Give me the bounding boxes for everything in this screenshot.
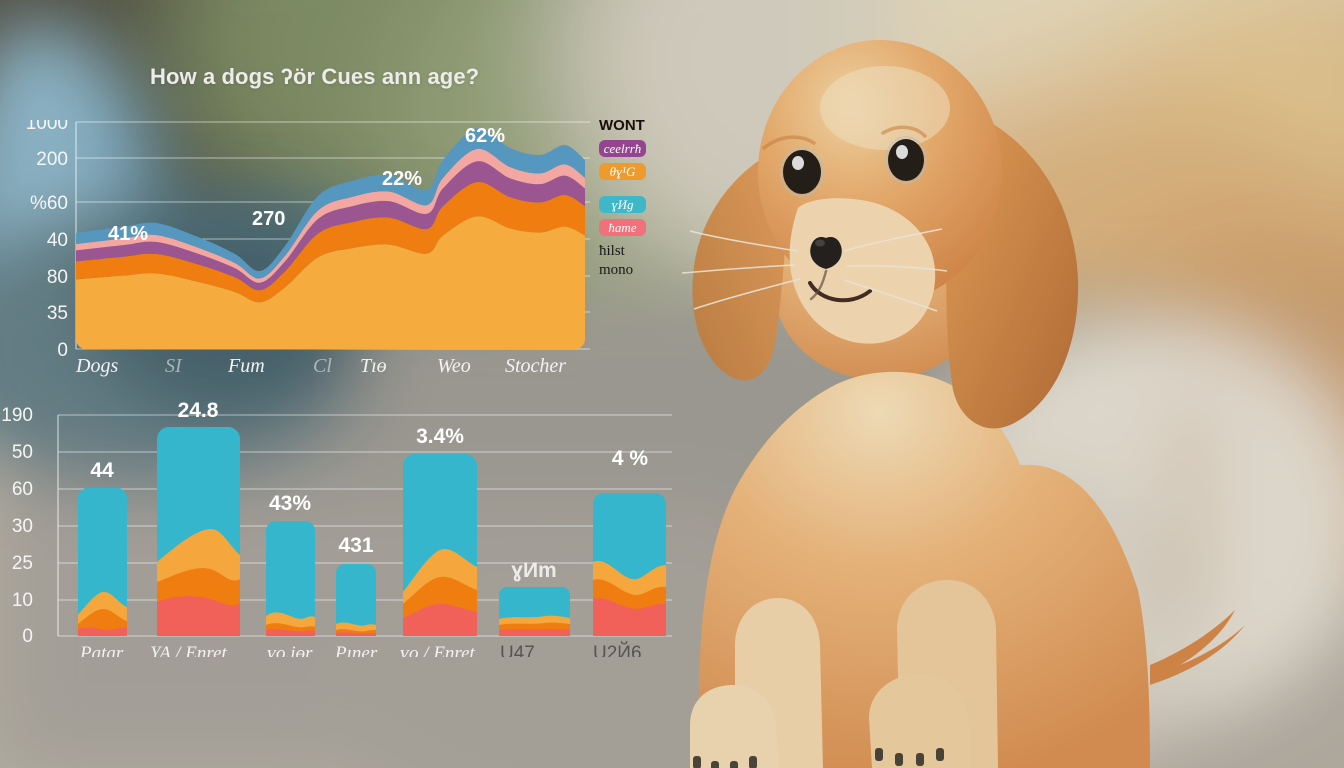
svg-text:0: 0 xyxy=(22,626,33,647)
svg-text:10: 10 xyxy=(12,590,33,611)
svg-text:1000: 1000 xyxy=(26,120,68,134)
svg-text:4 %: 4 % xyxy=(612,447,649,470)
svg-text:431: 431 xyxy=(338,534,373,557)
svg-text:60: 60 xyxy=(12,479,33,500)
svg-text:ɣИm: ɣИm xyxy=(511,559,556,582)
svg-text:3.4%: 3.4% xyxy=(416,425,464,448)
svg-text:Fum: Fum xyxy=(227,355,265,377)
svg-text:190: 190 xyxy=(1,405,33,426)
svg-text:Cl: Cl xyxy=(313,355,332,377)
svg-text:Tıө: Tıө xyxy=(360,355,387,377)
svg-text:U47: U47 xyxy=(500,643,535,657)
svg-text:24.8: 24.8 xyxy=(178,399,219,422)
svg-text:43%: 43% xyxy=(269,492,311,515)
svg-text:ɣo.iөr: ɣo.iөr xyxy=(267,643,313,657)
svg-text:80: 80 xyxy=(47,267,68,288)
svg-text:%60: %60 xyxy=(30,193,68,214)
svg-text:50: 50 xyxy=(12,442,33,463)
svg-text:YA / Enret: YA / Enret xyxy=(150,643,228,657)
svg-text:25: 25 xyxy=(12,553,33,574)
svg-text:62%: 62% xyxy=(465,125,505,147)
svg-text:41%: 41% xyxy=(108,223,148,245)
svg-text:Weo: Weo xyxy=(437,355,471,377)
svg-text:44: 44 xyxy=(90,459,114,482)
svg-text:U2Й6: U2Й6 xyxy=(593,642,642,657)
svg-text:270: 270 xyxy=(252,208,285,230)
svg-text:Patar: Patar xyxy=(79,643,124,657)
svg-text:35: 35 xyxy=(47,303,68,324)
svg-text:Рıner: Рıner xyxy=(334,643,378,657)
svg-text:200: 200 xyxy=(36,149,68,170)
svg-text:22%: 22% xyxy=(382,168,422,190)
svg-text:30: 30 xyxy=(12,516,33,537)
svg-text:0: 0 xyxy=(57,340,68,361)
svg-text:ɣo / Enret: ɣo / Enret xyxy=(400,643,476,657)
svg-text:SI: SI xyxy=(165,355,183,377)
svg-text:40: 40 xyxy=(47,230,68,251)
svg-text:Stocher: Stocher xyxy=(505,355,566,377)
svg-text:Dogs: Dogs xyxy=(75,355,118,377)
